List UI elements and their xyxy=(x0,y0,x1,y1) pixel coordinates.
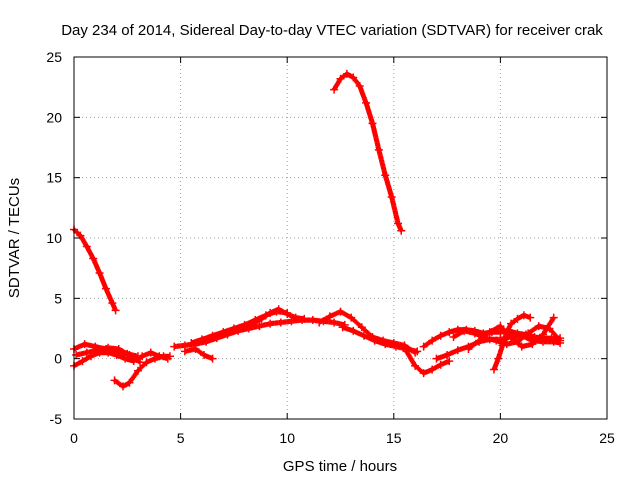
data-marker-trail xyxy=(103,287,115,305)
data-marker-trail xyxy=(260,311,272,321)
y-tick-label: 5 xyxy=(54,290,62,306)
data-series-arc-12 xyxy=(338,323,422,356)
y-tick-label: 15 xyxy=(46,170,62,186)
data-marker-trail xyxy=(509,317,519,326)
data-series-arc-1 xyxy=(70,225,120,315)
data-marker-trail xyxy=(383,173,394,199)
data-marker-trail xyxy=(357,84,369,105)
x-tick-label: 0 xyxy=(70,430,78,446)
data-series-arc-10 xyxy=(240,305,309,332)
data-series-arc-13 xyxy=(402,347,454,378)
x-tick-label: 25 xyxy=(599,430,615,446)
x-axis-label: GPS time / hours xyxy=(283,458,397,475)
data-series-arc-17 xyxy=(490,311,535,374)
data-marker-trail xyxy=(360,325,375,339)
x-tick-label: 10 xyxy=(279,430,295,446)
data-marker-trail xyxy=(91,257,102,275)
data-point xyxy=(357,323,366,332)
data-point xyxy=(208,354,217,363)
data-point xyxy=(347,313,356,322)
data-point xyxy=(526,313,535,322)
data-marker-trail xyxy=(136,360,149,373)
data-point xyxy=(445,357,454,366)
data-marker-trail xyxy=(515,331,530,344)
data-point xyxy=(111,306,120,315)
data-series-arc-2 xyxy=(330,69,406,235)
data-marker-trail xyxy=(127,369,140,385)
axis-ticks: 0 5 10 15 20 25 -5 0 5 10 15 20 25 xyxy=(46,49,615,446)
data-marker-trail xyxy=(72,227,83,238)
data-point xyxy=(556,336,565,345)
y-tick-label: 0 xyxy=(54,351,62,367)
chart-title: Day 234 of 2014, Sidereal Day-to-day VTE… xyxy=(61,22,603,39)
grid xyxy=(74,57,607,419)
data-marker-trail xyxy=(547,326,562,343)
data-marker-trail xyxy=(466,338,481,351)
x-tick-label: 5 xyxy=(177,430,185,446)
data-series-arc-18 xyxy=(449,322,565,349)
data-point xyxy=(397,226,406,235)
data-marker-trail xyxy=(389,195,401,225)
data-marker-trail xyxy=(404,349,418,368)
x-tick-label: 15 xyxy=(386,430,402,446)
data-point xyxy=(496,322,505,331)
data-point xyxy=(545,324,554,333)
data-point xyxy=(549,313,558,322)
y-tick-label: 20 xyxy=(46,109,62,125)
data-point xyxy=(165,352,174,361)
data-series-arc-6 xyxy=(110,352,174,391)
data-points xyxy=(70,69,565,391)
y-tick-label: -5 xyxy=(50,411,63,427)
x-tick-label: 20 xyxy=(493,430,509,446)
data-marker-trail xyxy=(349,315,364,329)
data-marker-trail xyxy=(97,271,109,291)
data-point xyxy=(507,332,516,341)
data-marker-trail xyxy=(363,101,375,125)
y-tick-label: 25 xyxy=(46,49,62,65)
data-marker-trail xyxy=(351,76,362,88)
y-tick-label: 10 xyxy=(46,230,62,246)
y-axis-label: SDTVAR / TECUs xyxy=(6,178,23,298)
data-point xyxy=(300,314,309,323)
data-series-arc-9 xyxy=(180,345,217,363)
data-marker-trail xyxy=(370,122,382,152)
data-point xyxy=(413,347,422,356)
data-marker-trail xyxy=(530,332,545,346)
data-series-arc-5 xyxy=(72,343,145,367)
data-point xyxy=(133,366,142,375)
